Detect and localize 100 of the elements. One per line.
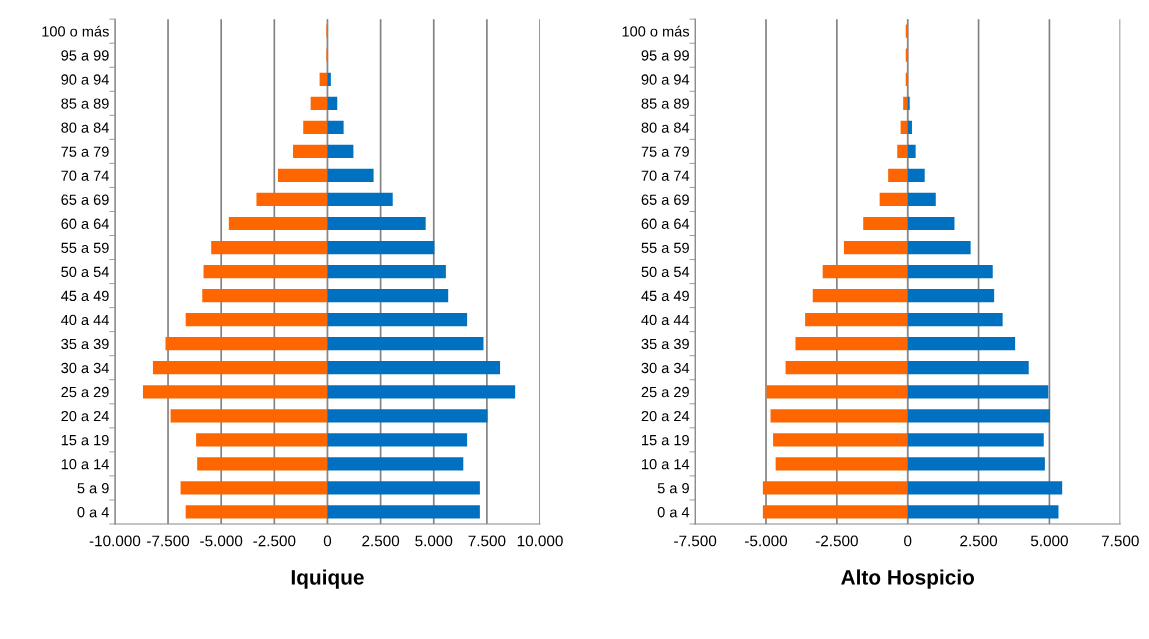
- bar: [907, 409, 1050, 423]
- bar: [907, 144, 916, 158]
- bar: [277, 168, 328, 183]
- bar: [327, 337, 484, 351]
- y-tick-label: 70 a 74: [641, 170, 690, 181]
- text: Alto Hospicio: [841, 569, 975, 589]
- bar: [152, 361, 328, 375]
- bar: [907, 457, 1045, 471]
- y-tick-label: 15 a 19: [642, 434, 689, 446]
- y-tick-label: 75 a 79: [61, 146, 109, 157]
- y-tick-label: 95 a 99: [61, 50, 109, 61]
- x-tick-label: -7.500: [147, 535, 190, 547]
- y-tick-label: 85 a 89: [641, 98, 689, 109]
- bar: [879, 192, 908, 207]
- bar: [762, 505, 908, 519]
- bar: [256, 192, 328, 207]
- bar: [327, 96, 338, 110]
- y-tick-label: 100 o más: [42, 25, 109, 37]
- x-tick-label: 0: [904, 535, 912, 547]
- bar: [327, 216, 426, 231]
- bar: [907, 264, 993, 279]
- y-tick-label: 30 a 34: [61, 362, 109, 374]
- y-tick-label: 75 a 79: [641, 146, 689, 157]
- bar: [907, 289, 995, 303]
- y-tick-label: 60 a 64: [61, 218, 109, 229]
- bar: [897, 144, 908, 158]
- bar: [863, 216, 908, 231]
- y-tick-label: 90 a 94: [61, 74, 109, 85]
- bar: [327, 433, 468, 447]
- x-tick-label: -7.500: [674, 535, 717, 547]
- bar: [907, 385, 1049, 399]
- y-tick-label: 90 a 94: [641, 74, 690, 85]
- bar: [822, 264, 908, 279]
- bar: [907, 168, 925, 183]
- y-tick-label: 30 a 34: [641, 362, 690, 374]
- y-tick-label: 95 a 99: [641, 50, 689, 61]
- y-tick-label: 15 a 19: [61, 434, 109, 446]
- x-tick-label: 2.500: [960, 535, 998, 547]
- y-tick-label: 35 a 39: [641, 338, 689, 350]
- y-tick-label: 5 a 9: [657, 483, 689, 494]
- y-tick-label: 65 a 69: [61, 194, 109, 205]
- y-tick-label: 35 a 39: [61, 338, 109, 350]
- y-tick-label: 60 a 64: [641, 218, 690, 229]
- x-tick-label: -5.000: [200, 535, 243, 547]
- bar: [203, 264, 328, 279]
- bar: [327, 240, 435, 255]
- bar: [785, 361, 908, 375]
- x-tick-label: -2.500: [253, 535, 296, 547]
- y-tick-label: 40 a 44: [61, 314, 109, 326]
- bar: [907, 313, 1003, 327]
- bar: [903, 96, 908, 110]
- bar: [327, 168, 374, 183]
- text: Iquique: [291, 569, 364, 589]
- bar: [775, 457, 908, 471]
- bar: [197, 457, 328, 471]
- bar: [907, 240, 971, 255]
- y-tick-label: 25 a 29: [61, 386, 109, 398]
- y-tick-label: 50 a 54: [641, 266, 690, 277]
- y-tick-label: 70 a 74: [61, 170, 109, 181]
- bar: [327, 481, 480, 495]
- y-tick-label: 100 o más: [622, 25, 690, 37]
- bar: [327, 72, 331, 86]
- x-tick-label: 0: [323, 535, 332, 547]
- y-tick-label: 80 a 84: [61, 122, 109, 133]
- bar: [327, 361, 501, 375]
- bar: [812, 289, 908, 303]
- y-tick-label: 50 a 54: [61, 266, 109, 277]
- bar: [327, 385, 516, 399]
- bar: [185, 313, 328, 327]
- y-tick-label: 65 a 69: [641, 194, 689, 205]
- bar: [888, 168, 908, 183]
- bar: [770, 409, 908, 423]
- bar: [900, 120, 908, 134]
- bar: [907, 433, 1044, 447]
- bar: [228, 216, 328, 231]
- bar: [907, 192, 936, 207]
- y-tick-label: 20 a 24: [61, 410, 109, 422]
- bar: [907, 216, 955, 231]
- y-tick-label: 25 a 29: [641, 386, 689, 398]
- bar: [293, 144, 328, 158]
- bar: [327, 409, 488, 423]
- x-tick-label: 10.000: [517, 535, 563, 547]
- bar: [170, 409, 328, 423]
- x-tick-label: -2.500: [815, 535, 858, 547]
- bar: [907, 481, 1063, 495]
- y-tick-label: 55 a 59: [61, 242, 109, 253]
- y-tick-label: 80 a 84: [641, 122, 690, 133]
- bar: [185, 505, 328, 519]
- y-tick-label: 20 a 24: [641, 410, 690, 422]
- bar: [327, 505, 480, 519]
- x-tick-label: 5.000: [1030, 535, 1068, 547]
- y-tick-label: 10 a 14: [61, 458, 109, 470]
- bar: [142, 385, 328, 399]
- y-tick-label: 10 a 14: [642, 458, 690, 470]
- bar: [795, 337, 908, 351]
- bar: [327, 457, 464, 471]
- x-tick-label: -5.000: [745, 535, 788, 547]
- x-tick-label: 2.500: [362, 535, 400, 547]
- y-tick-label: 5 a 9: [77, 483, 109, 494]
- bar: [907, 505, 1059, 519]
